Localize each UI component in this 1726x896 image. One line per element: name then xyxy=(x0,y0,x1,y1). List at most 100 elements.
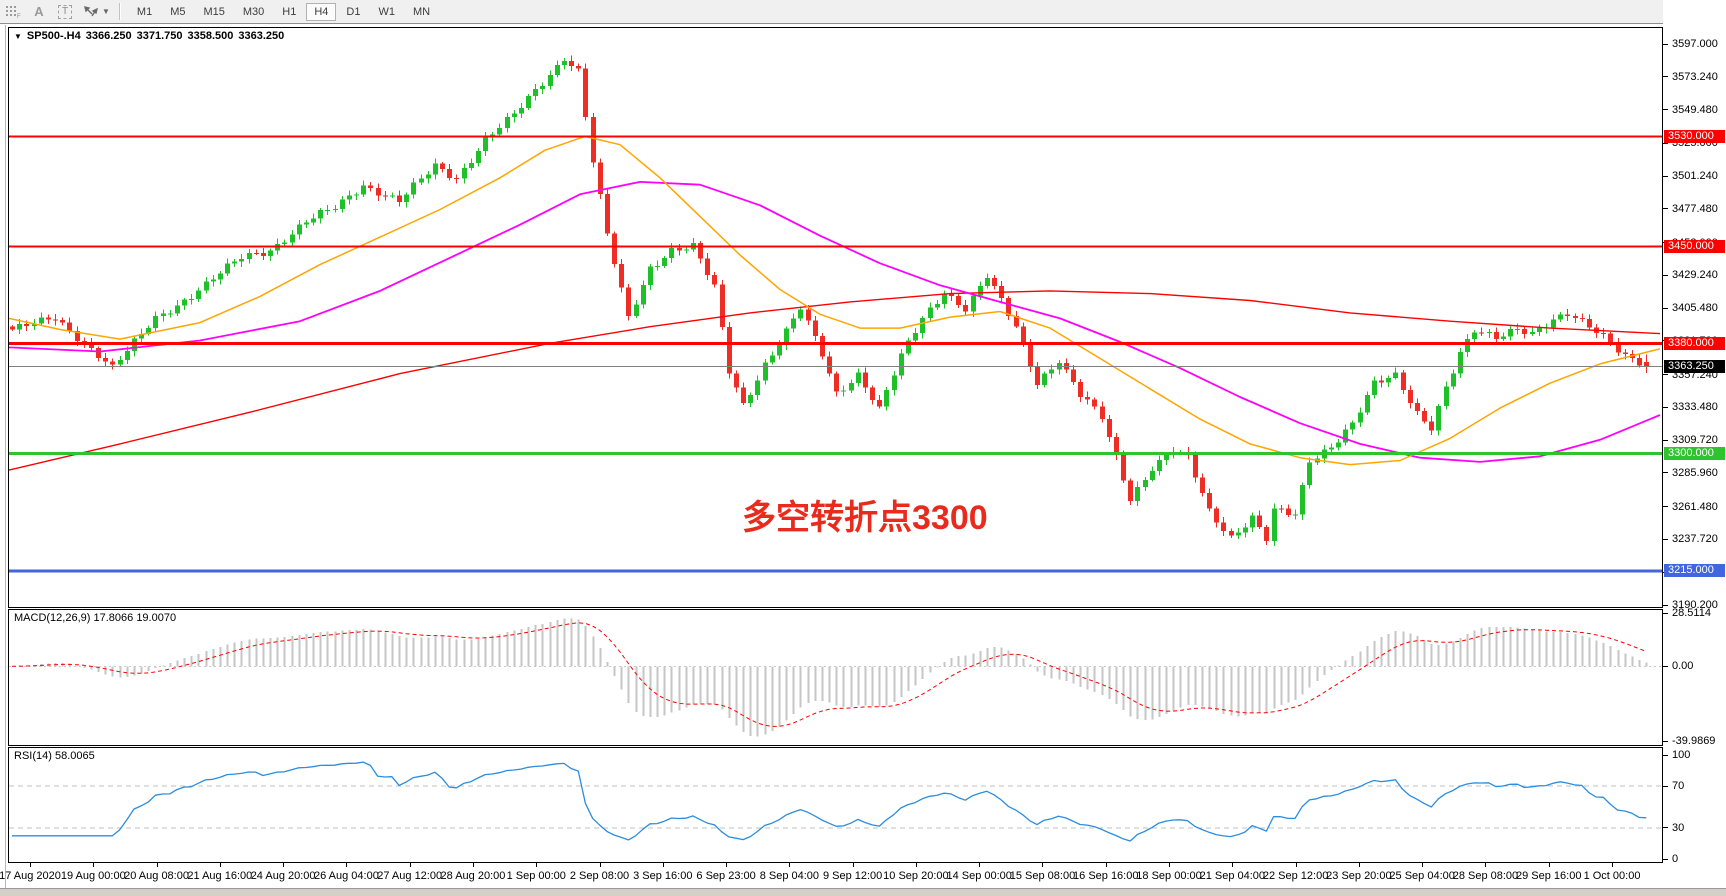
time-tick-mark xyxy=(346,863,348,867)
timeframe-button-M5[interactable]: M5 xyxy=(162,3,193,21)
time-axis[interactable]: 17 Aug 2020 19 Aug 00:00 20 Aug 08:00 21 Au… xyxy=(0,863,1663,888)
macd-main-value: 17.8066 xyxy=(93,612,134,624)
price-tick-mark xyxy=(1663,76,1668,78)
candle xyxy=(196,290,201,300)
price-tick-mark xyxy=(1663,538,1668,540)
time-axis-label: 25 Sep 04:00 xyxy=(1389,870,1455,882)
time-tick-mark xyxy=(1295,863,1297,867)
time-tick-mark xyxy=(1169,863,1171,867)
candle xyxy=(1300,484,1305,515)
candle xyxy=(1114,437,1119,456)
candle xyxy=(39,317,44,324)
candle xyxy=(533,89,538,96)
candle xyxy=(1436,405,1441,431)
time-tick-mark xyxy=(1485,863,1487,867)
candle xyxy=(1221,522,1226,532)
candle xyxy=(440,163,445,170)
time-tick-mark xyxy=(409,863,411,867)
timeframe-button-M30[interactable]: M30 xyxy=(235,3,272,21)
chevron-down-icon[interactable]: ▼ xyxy=(14,31,22,41)
macd-label: MACD(12,26,9) 17.8066 19.0070 xyxy=(14,612,177,624)
cursor-arrows-icon[interactable] xyxy=(79,2,103,21)
grid-dots-icon[interactable]: F xyxy=(1,2,25,21)
main-chart-pane[interactable]: ▼ SP500-.H4 3366.250 3371.750 3358.500 3… xyxy=(8,27,1663,608)
text-tool-icon[interactable]: T xyxy=(53,2,77,21)
time-axis-label: 27 Aug 12:00 xyxy=(377,870,443,882)
candle xyxy=(1006,298,1011,316)
candle xyxy=(168,313,173,315)
chart-close-value: 3363.250 xyxy=(238,30,285,42)
time-tick-mark xyxy=(1612,863,1613,867)
rsi-indicator-chart[interactable] xyxy=(9,748,1662,862)
candle xyxy=(462,167,467,179)
candle xyxy=(1021,326,1026,344)
macd-indicator-pane[interactable]: MACD(12,26,9) 17.8066 19.0070 xyxy=(8,609,1663,746)
candle xyxy=(512,113,517,118)
candle xyxy=(963,305,968,312)
candle xyxy=(1458,352,1463,374)
candle xyxy=(290,234,295,243)
candle xyxy=(1128,480,1133,501)
time-tick-mark xyxy=(979,863,981,867)
candle xyxy=(1537,328,1542,332)
time-tick-mark xyxy=(1105,863,1107,867)
candle xyxy=(1107,418,1112,438)
chevron-down-icon[interactable]: ▼ xyxy=(102,7,110,16)
candle xyxy=(1379,380,1384,383)
candle xyxy=(540,85,545,90)
candle xyxy=(10,326,15,330)
candle xyxy=(877,400,882,407)
candlestick-chart[interactable] xyxy=(9,28,1662,607)
candle xyxy=(1451,373,1456,387)
chart-annotation: 多空转折点3300 xyxy=(742,499,988,537)
candle xyxy=(1143,479,1148,487)
candle xyxy=(1078,382,1083,397)
svg-text:F: F xyxy=(17,14,21,19)
candle xyxy=(770,355,775,363)
candle xyxy=(1587,318,1592,328)
price-scale[interactable]: 3597.000 3573.240 3549.480 3525.000 3501.240… xyxy=(1663,0,1726,896)
candle xyxy=(1508,329,1513,337)
rsi-indicator-pane[interactable]: RSI(14) 58.0065 xyxy=(8,747,1663,863)
time-axis-label: 24 Aug 20:00 xyxy=(250,870,316,882)
candle xyxy=(1479,332,1484,334)
candle xyxy=(1365,394,1370,413)
macd-tick-label: 28.5114 xyxy=(1672,607,1711,619)
timeframe-button-MN[interactable]: MN xyxy=(405,3,438,21)
rsi-line xyxy=(12,761,1647,842)
chart-low-value: 3358.500 xyxy=(187,30,234,42)
candle xyxy=(211,279,216,282)
candle xyxy=(17,323,22,330)
macd-indicator-chart[interactable] xyxy=(9,610,1662,745)
candle xyxy=(1250,515,1255,528)
candle xyxy=(777,344,782,356)
timeframe-button-M1[interactable]: M1 xyxy=(129,3,160,21)
chart-high-value: 3371.750 xyxy=(136,30,183,42)
text-label-icon[interactable]: A xyxy=(34,4,44,19)
candle xyxy=(849,383,854,391)
timeframe-button-M15[interactable]: M15 xyxy=(195,3,232,21)
candle xyxy=(1472,332,1477,340)
candle xyxy=(1092,399,1097,407)
candle xyxy=(928,307,933,319)
candle xyxy=(935,303,940,308)
timeframe-button-D1[interactable]: D1 xyxy=(338,3,368,21)
candle xyxy=(225,263,230,274)
candle xyxy=(46,317,51,320)
candle xyxy=(1401,372,1406,391)
candle xyxy=(1573,316,1578,319)
candle xyxy=(397,195,402,203)
candle xyxy=(1580,318,1585,320)
candle xyxy=(863,372,868,388)
candle xyxy=(1293,514,1298,516)
time-axis-label: 3 Sep 16:00 xyxy=(633,870,693,882)
timeframe-button-H1[interactable]: H1 xyxy=(274,3,304,21)
time-axis-label: 19 Aug 00:00 xyxy=(60,870,126,882)
candle xyxy=(282,242,287,244)
price-level-box-3530.000: 3530.000 xyxy=(1664,129,1725,143)
timeframe-button-H4[interactable]: H4 xyxy=(306,3,337,21)
candle xyxy=(1415,403,1420,412)
candle xyxy=(892,375,897,391)
timeframe-button-W1[interactable]: W1 xyxy=(370,3,403,21)
price-tick-mark xyxy=(1663,604,1668,606)
